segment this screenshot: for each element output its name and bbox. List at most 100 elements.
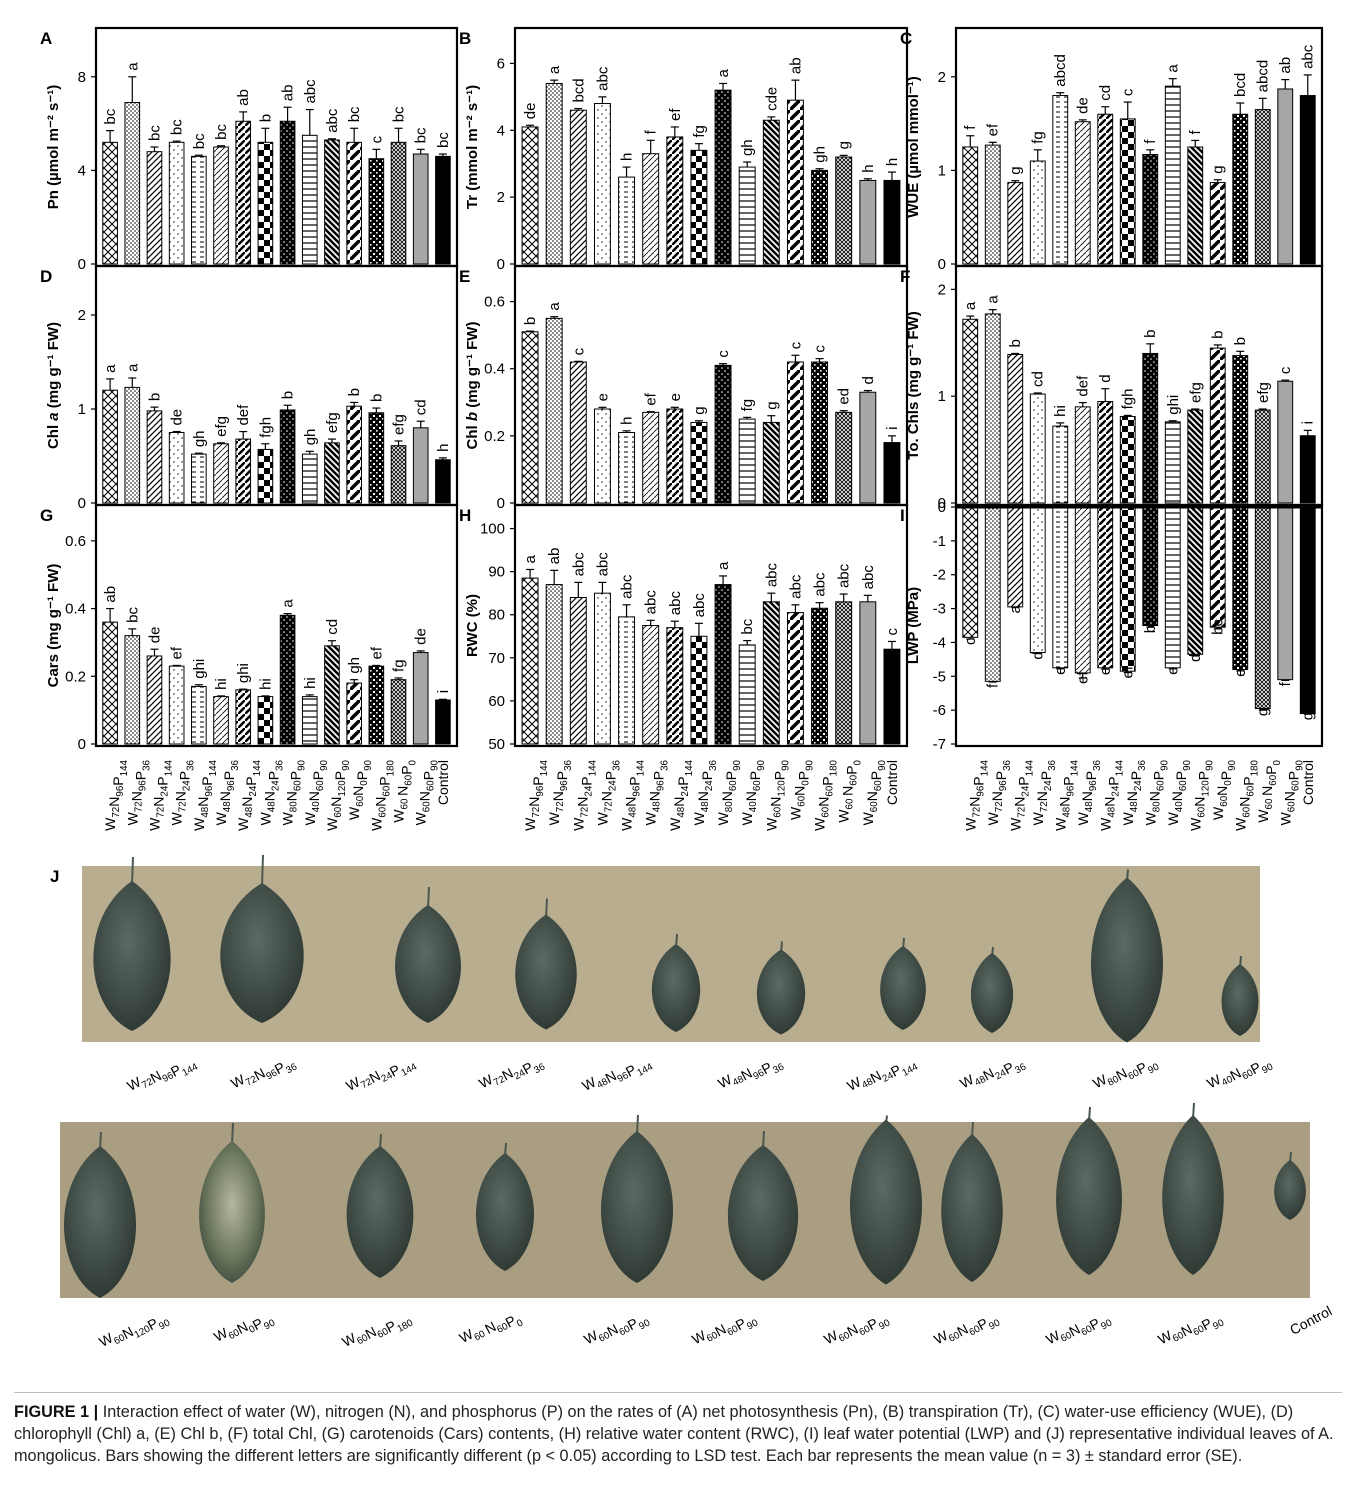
- significance-letter: abc: [691, 593, 708, 618]
- y-tick-label: 2: [497, 189, 505, 206]
- treatment-label: W72N96P144: [124, 1046, 200, 1104]
- significance-letter: h: [619, 416, 636, 424]
- bar: [1119, 118, 1136, 265]
- bar: [146, 410, 163, 504]
- significance-letter: abc: [667, 591, 684, 616]
- bar: [390, 141, 407, 265]
- panel-letter: B: [459, 29, 471, 48]
- significance-letter: b: [522, 317, 539, 325]
- treatment-label: W48N96P144: [619, 759, 647, 830]
- significance-letter: f: [962, 125, 979, 130]
- y-tick-label: -2: [933, 567, 946, 584]
- treatment-label: W60N0P90: [1210, 759, 1238, 819]
- caption-label: FIGURE 1 |: [14, 1403, 99, 1421]
- significance-letter: abc: [812, 572, 829, 597]
- significance-letter: efg: [1255, 382, 1272, 403]
- leaf: [395, 886, 461, 1023]
- leaf-blade: [880, 946, 926, 1030]
- bar: [1007, 506, 1024, 608]
- significance-letter: de: [522, 103, 539, 120]
- treatment-label: W72N96P36: [985, 759, 1013, 825]
- significance-letter: ab: [787, 57, 804, 74]
- bar: [762, 119, 780, 265]
- leaf: [346, 1133, 414, 1278]
- treatment-axis-labels: W72N96P144W72N96P36W72N24P144W72N24P36W4…: [102, 759, 1316, 830]
- bar: [102, 141, 118, 265]
- leaf: [970, 946, 1014, 1033]
- treatment-label: W60N60P90: [821, 1302, 892, 1358]
- treatment-label: W60 N60P0: [836, 759, 864, 822]
- significance-letter: abc: [860, 565, 877, 590]
- bar: [102, 621, 118, 745]
- bar: [1119, 506, 1136, 672]
- caption-text: Interaction effect of water (W), nitroge…: [14, 1403, 1334, 1465]
- significance-letter: def: [235, 404, 252, 426]
- y-tick-label: 2: [938, 69, 946, 86]
- bar: [1187, 506, 1204, 655]
- bar: [368, 665, 385, 745]
- y-tick-label: 50: [488, 736, 505, 753]
- y-tick-label: 60: [488, 693, 505, 710]
- treatment-label: W60N120P90: [96, 1302, 172, 1360]
- significance-letter: ef: [1120, 665, 1137, 678]
- significance-letter: bc: [169, 119, 186, 135]
- treatment-label: W72N24P144: [570, 759, 598, 830]
- significance-letter: a: [1007, 605, 1024, 614]
- significance-letter: abc: [763, 562, 780, 587]
- bar: [1232, 506, 1249, 671]
- significance-letter: ef: [643, 392, 660, 405]
- leaf: [1056, 1106, 1122, 1275]
- treatment-label: W48N24P144: [844, 1046, 920, 1104]
- bar: [146, 151, 163, 265]
- bar: [545, 317, 563, 504]
- leaf: [476, 1142, 534, 1271]
- bar: [618, 432, 636, 504]
- significance-letter: b: [1007, 339, 1024, 347]
- figure-caption: FIGURE 1 | Interaction effect of water (…: [14, 1392, 1342, 1467]
- leaf-blade: [220, 883, 304, 1023]
- significance-letter: def: [1075, 375, 1092, 397]
- significance-letter: efg: [391, 414, 408, 435]
- y-tick-label: 4: [78, 162, 86, 179]
- leaf: [727, 1130, 799, 1281]
- significance-letter: bc: [435, 132, 452, 148]
- significance-letter: a: [124, 363, 141, 372]
- bar: [146, 655, 163, 745]
- bar: [521, 577, 539, 745]
- significance-letter: a: [962, 301, 979, 310]
- leaf-blade: [1056, 1117, 1122, 1275]
- significance-letter: c: [962, 637, 979, 645]
- bar: [1074, 506, 1091, 674]
- panel-letter: I: [900, 506, 905, 525]
- bar: [279, 409, 296, 504]
- y-tick-label: 0: [938, 495, 946, 512]
- significance-letter: ghi: [235, 663, 252, 683]
- significance-letter: abc: [570, 552, 587, 577]
- leaf-blade: [651, 944, 701, 1032]
- significance-letter: cd: [324, 619, 341, 635]
- treatment-label: W48N96P144: [579, 1046, 655, 1104]
- plot-frame: [954, 503, 1324, 748]
- y-tick-label: -7: [933, 736, 946, 753]
- significance-letter: bc: [346, 106, 363, 122]
- treatment-label: W60 N60P0: [391, 759, 419, 822]
- treatment-label: W48N24P144: [235, 759, 263, 830]
- bar: [962, 318, 979, 504]
- y-tick-label: 4: [497, 122, 505, 139]
- significance-letter: de: [169, 409, 186, 426]
- bar: [235, 438, 252, 504]
- panel-letter: G: [40, 506, 53, 525]
- bar: [1254, 506, 1271, 709]
- bar: [257, 696, 274, 745]
- bar: [593, 408, 611, 504]
- significance-letter: e: [1052, 666, 1069, 674]
- bar: [1097, 401, 1114, 504]
- significance-letter: hi: [213, 678, 230, 690]
- treatment-label: W48N96P36: [213, 759, 241, 825]
- treatment-label: W60N60P180: [1232, 759, 1260, 830]
- bar: [257, 448, 274, 504]
- significance-letter: abc: [643, 590, 660, 615]
- bar: [883, 648, 901, 745]
